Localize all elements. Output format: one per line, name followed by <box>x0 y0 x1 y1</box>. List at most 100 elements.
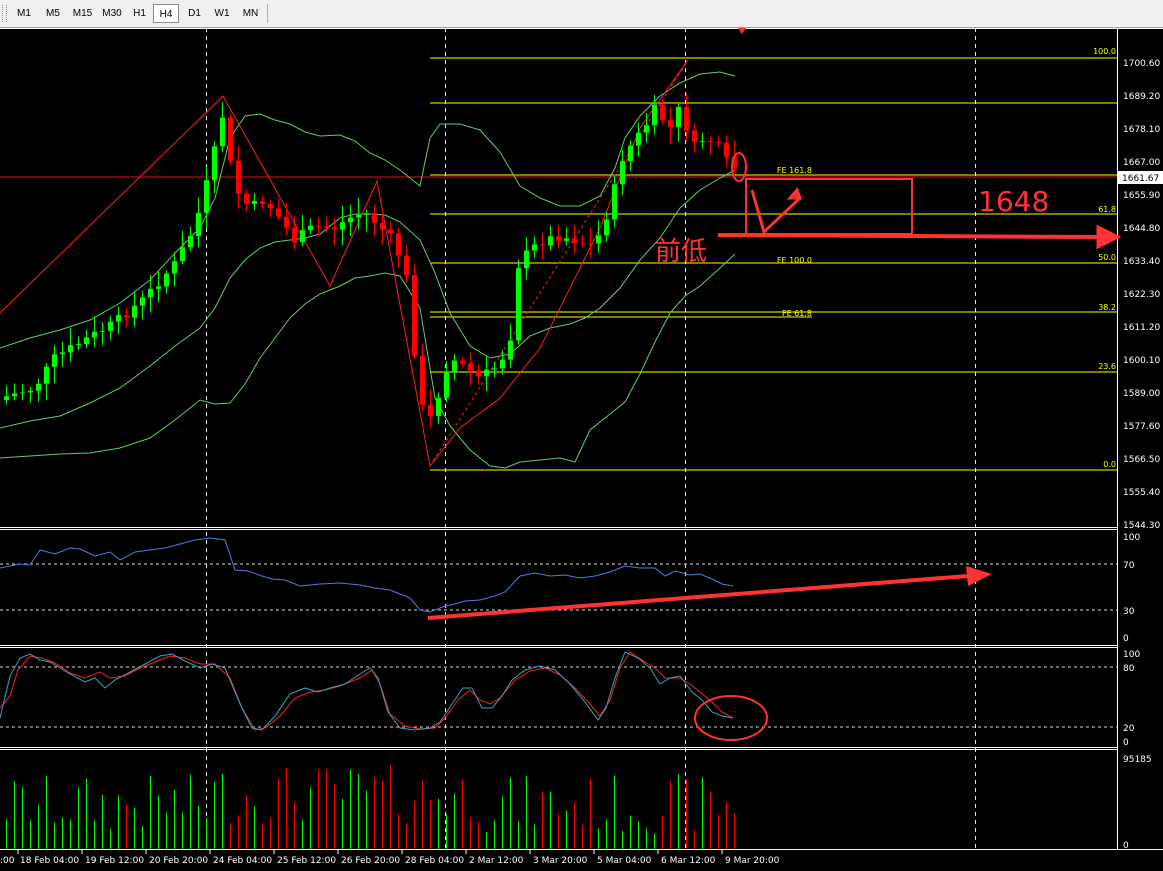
stochastic-level-label: 0 <box>1123 738 1129 748</box>
price-label: 1544.30 <box>1123 521 1160 531</box>
candle-body <box>324 225 329 228</box>
fibo-trendline <box>429 59 689 467</box>
candle-body <box>332 227 337 230</box>
price-label: 1566.50 <box>1123 455 1160 465</box>
candle-body <box>628 145 633 162</box>
candle-body <box>388 229 393 234</box>
timeframe-toolbar: M1 M5 M15 M30 H1 H4 D1 W1 MN <box>0 0 1163 28</box>
rsi-line <box>0 537 734 613</box>
time-label: 5 Mar 04:00 <box>597 856 652 866</box>
stochastic-oversold-circle[interactable] <box>694 695 768 741</box>
volume-max-label: 95185 <box>1123 755 1152 765</box>
time-label: 19 Feb 12:00 <box>85 856 144 866</box>
candle-body <box>436 397 441 417</box>
toolbar-grip[interactable] <box>2 5 7 22</box>
target-annotation[interactable] <box>717 152 1122 250</box>
fibo-retracement-lines[interactable] <box>430 57 1117 471</box>
volume-histogram <box>6 764 735 849</box>
timeframe-m30-button[interactable]: M30 <box>102 8 122 19</box>
candle-body <box>492 368 497 370</box>
candle-body <box>372 213 377 223</box>
candle-body <box>532 244 537 251</box>
price-label: 1577.60 <box>1123 422 1160 432</box>
candle-body <box>612 184 617 220</box>
fibo-level-50: 50.0 <box>1098 253 1116 262</box>
stochastic-level-label: 100 <box>1123 650 1140 660</box>
candle-body <box>540 244 545 246</box>
candle-body <box>108 321 113 331</box>
fibo-expansion-lines[interactable] <box>430 174 1117 318</box>
candle-body <box>572 238 577 244</box>
timeframe-h4-button[interactable]: H4 <box>153 4 179 23</box>
toolbar-separator <box>267 4 268 23</box>
candle-body <box>212 146 217 181</box>
projection-arrowhead <box>786 187 803 200</box>
candle-body <box>732 156 737 169</box>
candle-body <box>708 140 713 142</box>
rsi-level-label: 100 <box>1123 533 1140 543</box>
candle-body <box>260 200 265 204</box>
candle-body <box>676 107 681 127</box>
current-price-value: 1661.67 <box>1122 174 1159 184</box>
timeframe-m15-button[interactable]: M15 <box>72 8 93 19</box>
price-axis: 1700.60 1689.20 1678.10 1667.00 1655.90 … <box>1123 59 1160 531</box>
candle-body <box>668 120 673 127</box>
timeframe-w1-button[interactable]: W1 <box>214 8 230 19</box>
rsi-divergence-arrow[interactable] <box>427 566 992 620</box>
time-label: 26 Feb 20:00 <box>341 856 400 866</box>
price-label: 1644.80 <box>1123 224 1160 234</box>
candle-body <box>380 222 385 230</box>
candle-body <box>556 236 561 241</box>
time-label: 20 Feb 20:00 <box>149 856 208 866</box>
candle-body <box>100 330 105 332</box>
candlesticks[interactable] <box>4 93 737 428</box>
price-chart[interactable]: 100.0 61.8 50.0 38.2 23.6 0.0 FE 161.8 F… <box>0 28 1163 871</box>
price-label: 1667.00 <box>1123 158 1160 168</box>
candle-body <box>268 203 273 209</box>
fibo-level-236: 23.6 <box>1098 362 1116 371</box>
candle-body <box>68 345 73 353</box>
timeframe-d1-button[interactable]: D1 <box>188 8 201 19</box>
volume-axis: 95185 0 <box>1123 755 1152 851</box>
time-label: 25 Feb 12:00 <box>277 856 336 866</box>
candle-body <box>284 216 289 228</box>
candle-body <box>484 369 489 377</box>
candle-body <box>524 250 529 269</box>
target-price-label: 1648 <box>978 185 1049 218</box>
candle-body <box>116 315 121 322</box>
candle-body <box>604 219 609 236</box>
support-arrow-line <box>717 233 1099 239</box>
price-label: 1622.30 <box>1123 290 1160 300</box>
candle-body <box>508 340 513 360</box>
candle-body <box>716 141 721 143</box>
timeframe-mn-button[interactable]: MN <box>242 8 259 19</box>
stochastic-level-label: 20 <box>1123 724 1135 734</box>
candle-body <box>692 130 697 142</box>
candle-body <box>588 243 593 245</box>
timeframe-m1-button[interactable]: M1 <box>17 8 31 19</box>
stochastic-level-label: 80 <box>1123 664 1135 674</box>
candle-body <box>428 404 433 417</box>
price-label: 1611.20 <box>1123 323 1160 333</box>
candle-body <box>164 273 169 287</box>
top-marker <box>738 28 746 34</box>
candle-body <box>596 235 601 244</box>
candle-body <box>12 393 17 397</box>
candle-body <box>172 261 177 274</box>
prior-low-label: 前低 <box>655 237 707 267</box>
price-label: 1589.00 <box>1123 389 1160 399</box>
bollinger-bands <box>0 71 736 469</box>
candle-body <box>420 355 425 405</box>
time-label: 6 Mar 12:00 <box>661 856 716 866</box>
timeframe-m5-button[interactable]: M5 <box>46 8 60 19</box>
candle-body <box>180 247 185 262</box>
candle-body <box>580 243 585 245</box>
candle-body <box>340 222 345 230</box>
timeframe-h1-button[interactable]: H1 <box>133 8 146 19</box>
time-label: 28 Feb 04:00 <box>405 856 464 866</box>
rsi-level-label: 70 <box>1123 561 1135 571</box>
candle-body <box>684 107 689 131</box>
candle-body <box>308 225 313 231</box>
candle-body <box>316 225 321 227</box>
price-label: 1678.10 <box>1123 125 1160 135</box>
